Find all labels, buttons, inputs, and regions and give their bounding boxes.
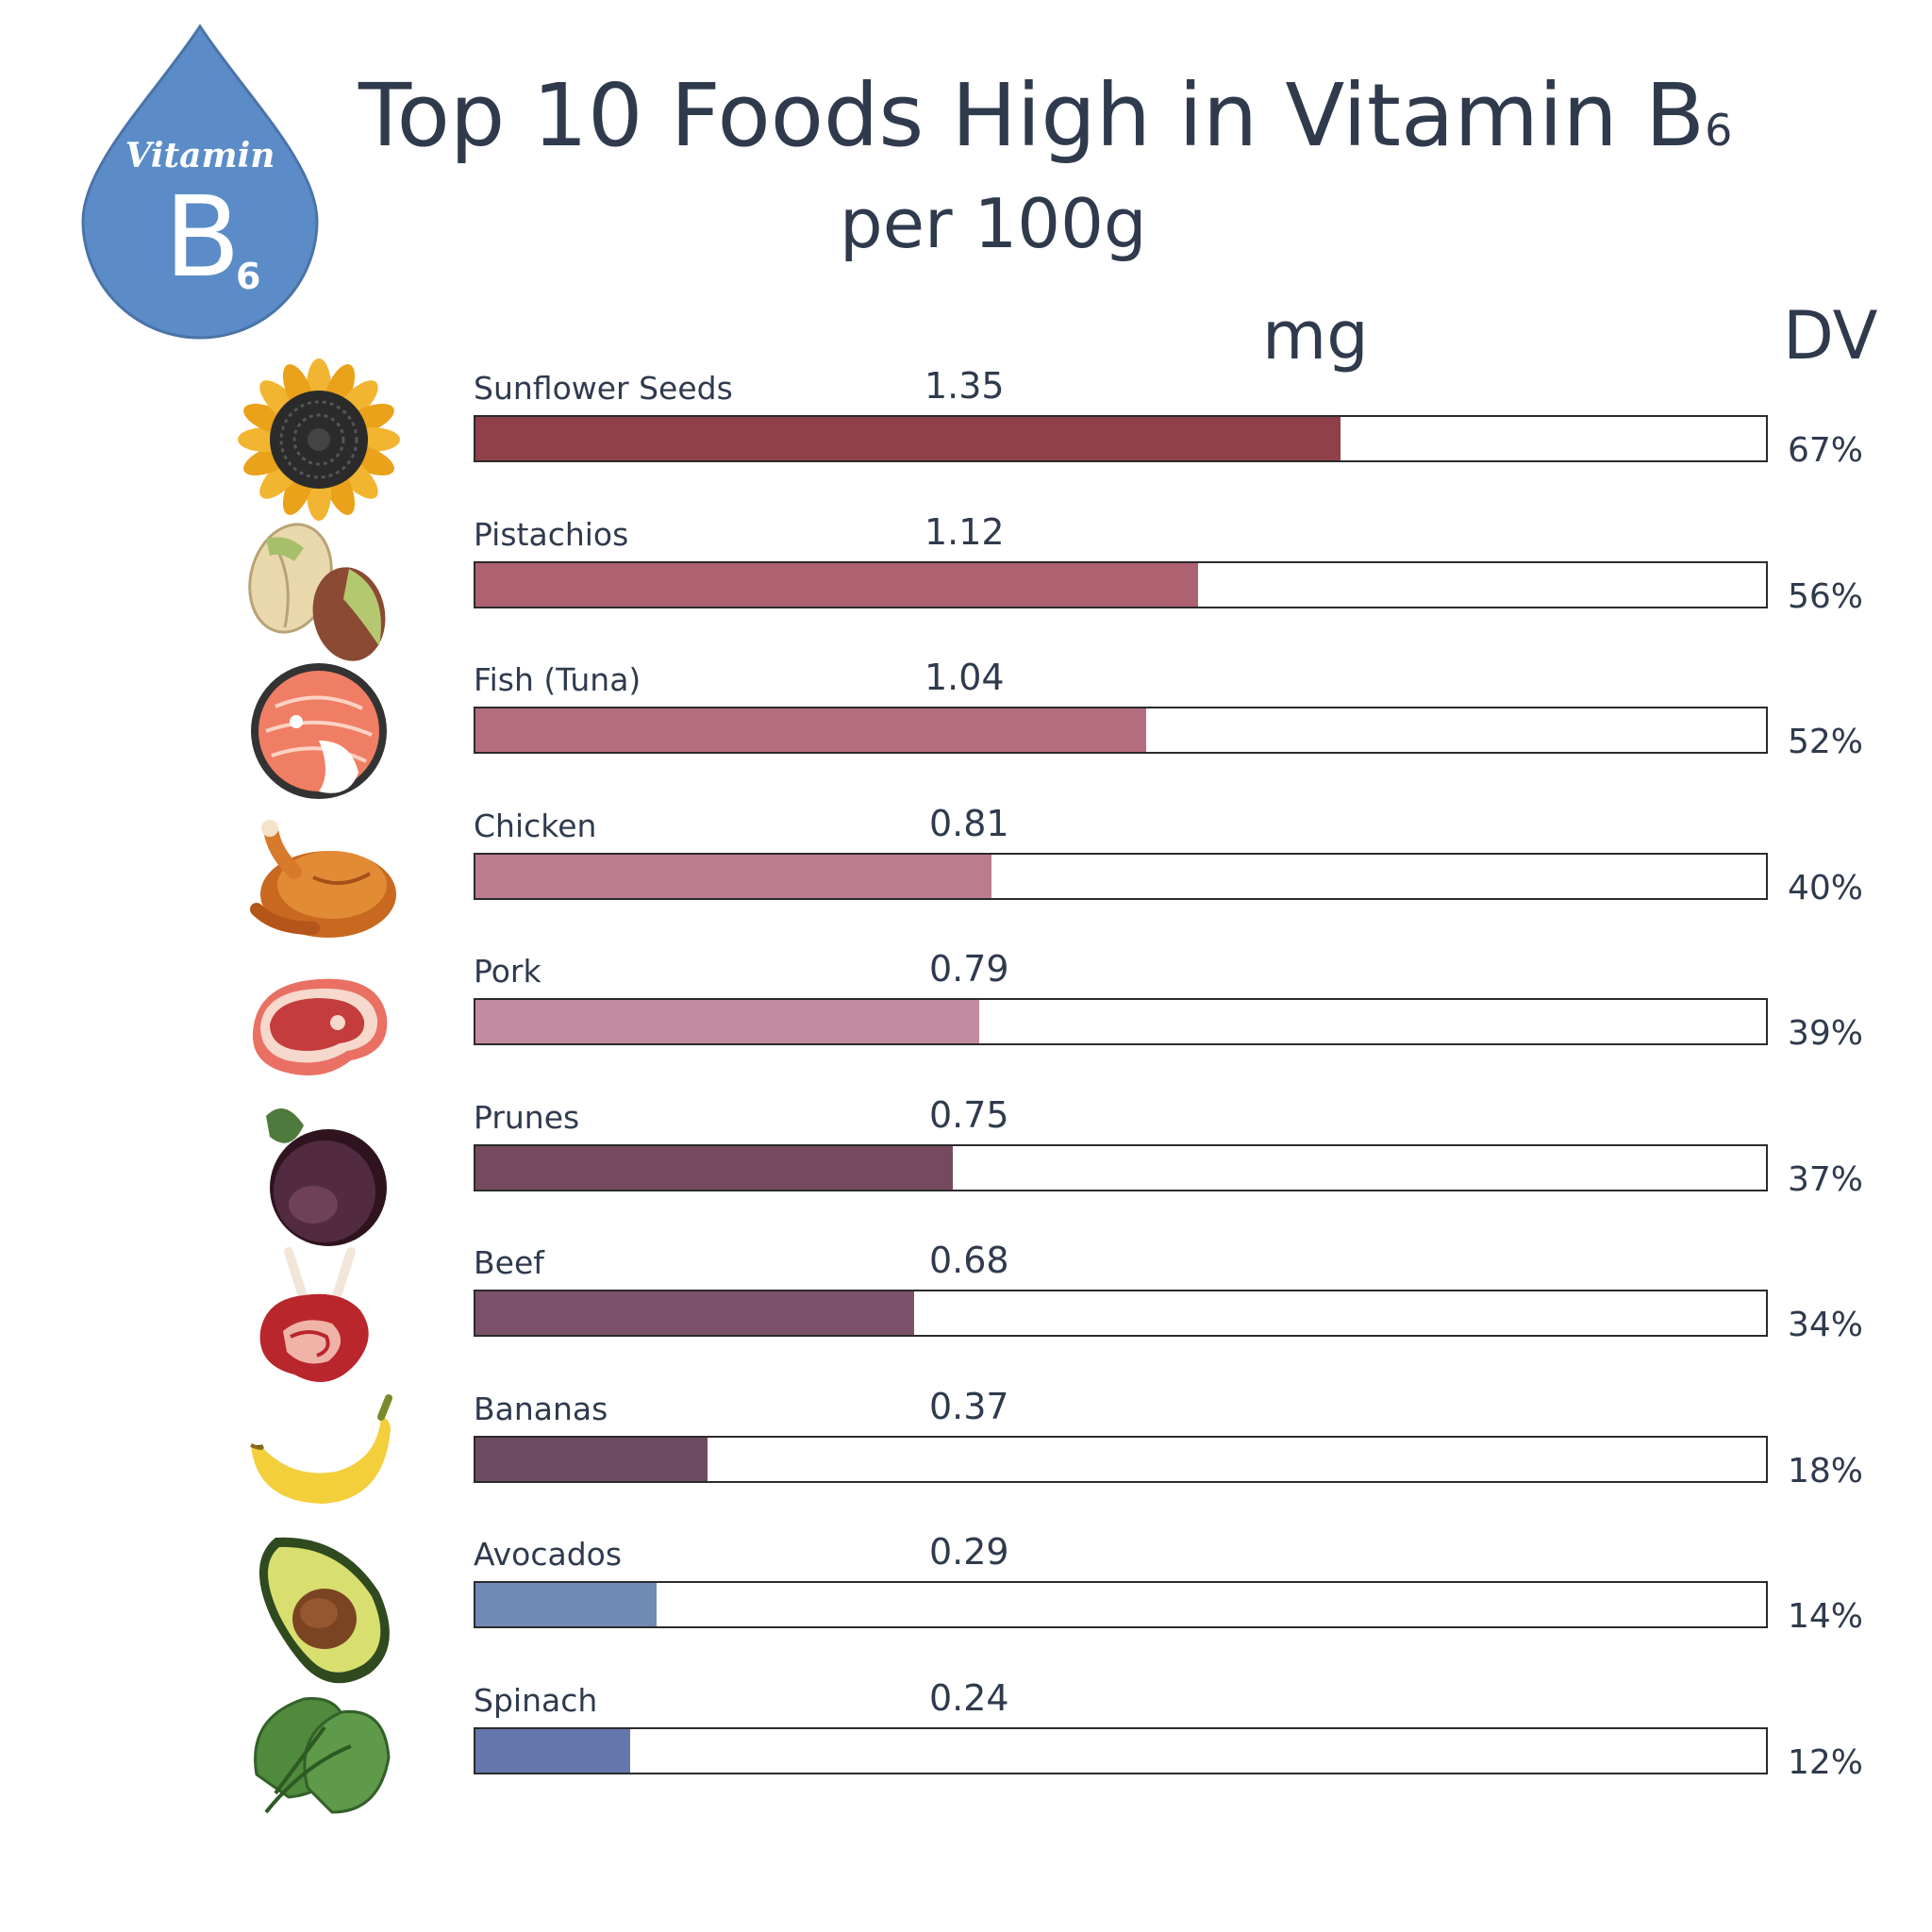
bar-track bbox=[474, 415, 1768, 462]
category-label: Sunflower Seeds bbox=[474, 370, 733, 407]
bar-track bbox=[474, 852, 1768, 900]
mg-value-label: 0.79 bbox=[929, 948, 1009, 990]
page-subtitle: per 100g bbox=[840, 184, 1147, 263]
bar-track bbox=[474, 1143, 1768, 1191]
bar bbox=[475, 854, 992, 898]
column-header-dv: DV bbox=[1783, 297, 1878, 375]
category-label: Pork bbox=[474, 953, 541, 990]
avocado-icon bbox=[238, 1524, 400, 1687]
category-label: Beef bbox=[474, 1244, 544, 1281]
category-label: Spinach bbox=[474, 1681, 598, 1719]
category-label: Fish (Tuna) bbox=[474, 661, 641, 698]
bar bbox=[475, 1437, 708, 1481]
bar bbox=[475, 562, 1199, 607]
dv-value-label: 39% bbox=[1788, 1014, 1864, 1053]
bar bbox=[475, 1145, 954, 1190]
mg-value-label: 1.04 bbox=[924, 657, 1005, 698]
bar bbox=[475, 417, 1341, 460]
title-main: Top 10 Foods High in Vitamin B bbox=[358, 65, 1706, 166]
category-label: Pistachios bbox=[474, 515, 629, 553]
spinach-icon bbox=[238, 1671, 400, 1833]
bar bbox=[475, 1583, 657, 1626]
mg-value-label: 0.37 bbox=[929, 1385, 1009, 1427]
dv-value-label: 56% bbox=[1788, 576, 1864, 616]
column-header-mg: mg bbox=[1262, 297, 1369, 375]
pork-steak-icon bbox=[238, 941, 400, 1104]
bar-track bbox=[474, 998, 1768, 1045]
bar-track bbox=[474, 1726, 1768, 1774]
mg-value-label: 0.24 bbox=[929, 1676, 1009, 1719]
dv-value-label: 18% bbox=[1788, 1451, 1864, 1491]
water-drop-icon bbox=[81, 24, 319, 340]
chart-row: Avocados 0.29 14% bbox=[0, 1534, 1932, 1723]
mg-value-label: 0.29 bbox=[929, 1531, 1009, 1573]
bar-track bbox=[474, 1435, 1768, 1483]
chart-row: Bananas 0.37 18% bbox=[0, 1389, 1932, 1577]
prune-icon bbox=[238, 1088, 400, 1250]
page-title: Top 10 Foods High in Vitamin B6 bbox=[358, 68, 1732, 163]
bar bbox=[475, 1000, 979, 1043]
bar bbox=[475, 708, 1147, 752]
category-label: Prunes bbox=[474, 1098, 580, 1136]
badge-letter: B bbox=[164, 172, 241, 302]
bar-track bbox=[474, 707, 1768, 754]
chart-row: Spinach 0.24 12% bbox=[0, 1680, 1932, 1869]
banana-icon bbox=[238, 1379, 400, 1541]
dv-value-label: 14% bbox=[1788, 1597, 1864, 1636]
category-label: Bananas bbox=[474, 1390, 608, 1427]
title-subscript: 6 bbox=[1705, 105, 1733, 156]
mg-value-label: 0.81 bbox=[929, 802, 1009, 844]
vitamin-b6-badge: Vitamin B 6 bbox=[77, 23, 323, 340]
bar bbox=[475, 1291, 915, 1335]
bar-track bbox=[474, 1290, 1768, 1337]
mg-value-label: 1.35 bbox=[924, 365, 1005, 407]
sunflower-icon bbox=[238, 358, 400, 521]
bar-track bbox=[474, 560, 1768, 608]
chart-row: Pork 0.79 39% bbox=[0, 951, 1932, 1140]
bar-track bbox=[474, 1581, 1768, 1628]
mg-value-label: 0.68 bbox=[929, 1240, 1009, 1281]
dv-value-label: 34% bbox=[1788, 1306, 1864, 1344]
badge-subscript: 6 bbox=[236, 256, 261, 297]
chart-row: Chicken 0.81 40% bbox=[0, 806, 1932, 994]
roast-chicken-icon bbox=[238, 796, 400, 958]
bar bbox=[475, 1728, 631, 1773]
dv-value-label: 12% bbox=[1788, 1742, 1864, 1782]
dv-value-label: 67% bbox=[1788, 431, 1864, 470]
chart-row: Prunes 0.75 37% bbox=[0, 1097, 1932, 1286]
badge-word: Vitamin bbox=[125, 136, 275, 175]
chart-row: Fish (Tuna) 1.04 52% bbox=[0, 659, 1932, 848]
dv-value-label: 37% bbox=[1788, 1159, 1864, 1199]
chart-row: Sunflower Seeds 1.35 67% bbox=[0, 358, 1932, 557]
category-label: Chicken bbox=[474, 807, 597, 844]
tuna-steak-icon bbox=[238, 650, 400, 812]
chart-row: Pistachios 1.12 56% bbox=[0, 514, 1932, 703]
mg-value-label: 1.12 bbox=[924, 510, 1005, 553]
mg-value-label: 0.75 bbox=[929, 1093, 1009, 1136]
beef-ribs-icon bbox=[238, 1233, 400, 1395]
chart-row: Beef 0.68 34% bbox=[0, 1242, 1932, 1431]
dv-value-label: 52% bbox=[1788, 723, 1864, 761]
pistachio-icon bbox=[238, 505, 400, 667]
dv-value-label: 40% bbox=[1788, 868, 1864, 908]
category-label: Avocados bbox=[474, 1536, 623, 1573]
